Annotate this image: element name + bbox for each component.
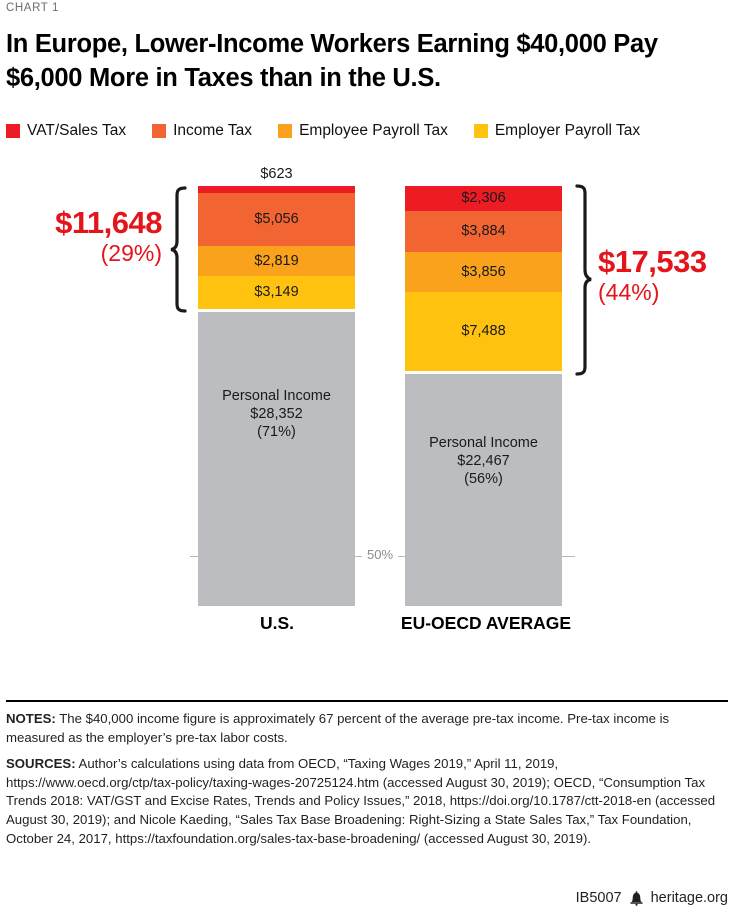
us-segment-employee-payroll: $2,819 [198, 246, 355, 276]
segment-value-label: $2,306 [461, 190, 506, 207]
chart-kicker: CHART 1 [6, 2, 59, 14]
page-title: In Europe, Lower-Income Workers Earning … [6, 30, 658, 92]
site-url: heritage.org [650, 890, 728, 906]
eu-tax-bracket [574, 184, 594, 376]
sources-block: SOURCES: Author’s calculations using dat… [6, 755, 728, 849]
us-total-tax-callout: $11,648 (29%) [10, 207, 162, 265]
us-segment-employer-payroll: $3,149 [198, 276, 355, 309]
us-segment-personal-income: Personal Income $28,352 (71%) [198, 312, 355, 606]
personal-income-amount: $28,352 [250, 406, 303, 423]
gridline-label-50: 50% [362, 547, 399, 562]
eu-segment-personal-income: Personal Income $22,467 (56%) [405, 374, 562, 606]
eu-total-tax-amount: $17,533 [598, 244, 707, 279]
personal-income-percent: (56%) [464, 471, 503, 488]
axis-label-eu: EU-OECD AVERAGE [400, 613, 572, 633]
square-swatch-icon [473, 124, 488, 138]
segment-value-label: $3,856 [461, 263, 506, 280]
legend-label: Income Tax [173, 122, 253, 139]
eu-segment-employee-payroll: $3,856 [405, 252, 562, 292]
chart-legend: VAT/Sales Tax Income Tax Employee Payrol… [6, 122, 728, 140]
segment-value-label: $3,149 [254, 284, 299, 301]
segment-value-label: $5,056 [254, 211, 299, 228]
eu-segment-income-tax: $3,884 [405, 211, 562, 252]
segment-value-label: $3,884 [461, 223, 506, 240]
bar-eu: $2,306 $3,884 $3,856 $7,488 Personal Inc… [405, 186, 562, 606]
us-vat-value-label: $623 [260, 166, 293, 182]
eu-segment-employer-payroll: $7,488 [405, 292, 562, 371]
personal-income-title: Personal Income [429, 435, 538, 451]
personal-income-title: Personal Income [222, 388, 331, 404]
us-tax-bracket [168, 186, 188, 313]
liberty-bell-icon [629, 890, 644, 906]
notes-block: NOTES: The $40,000 income figure is appr… [6, 710, 728, 747]
bar-us: $5,056 $2,819 $3,149 Personal Income $28… [198, 186, 355, 606]
personal-income-percent: (71%) [257, 424, 296, 441]
notes-text: The $40,000 income figure is approximate… [6, 711, 670, 745]
page-footer: IB5007 heritage.org [576, 890, 728, 906]
legend-label: VAT/Sales Tax [27, 122, 127, 139]
square-swatch-icon [278, 124, 293, 138]
legend-item-income-tax: Income Tax [152, 122, 252, 140]
legend-label: Employer Payroll Tax [494, 122, 641, 139]
eu-total-tax-percent: (44%) [598, 279, 660, 305]
legend-item-employer-payroll: Employer Payroll Tax [473, 122, 641, 140]
plot-area: 50% $623 $5,056 $2,819 $3,149 Personal I… [0, 160, 734, 680]
eu-segment-vat: $2,306 [405, 186, 562, 211]
document-id: IB5007 [575, 890, 622, 906]
us-segment-income-tax: $5,056 [198, 193, 355, 246]
legend-item-employee-payroll: Employee Payroll Tax [278, 122, 448, 140]
legend-label: Employee Payroll Tax [299, 122, 448, 139]
square-swatch-icon [6, 124, 20, 138]
square-swatch-icon [152, 124, 167, 138]
us-total-tax-percent: (29%) [100, 240, 162, 266]
sources-text: Author’s calculations using data from OE… [6, 756, 716, 846]
us-segment-vat [198, 186, 355, 193]
sources-label: SOURCES: [6, 756, 76, 771]
segment-value-label: $7,488 [461, 323, 506, 340]
eu-total-tax-callout: $17,533 (44%) [598, 246, 734, 304]
axis-label-us: U.S. [259, 613, 295, 633]
personal-income-amount: $22,467 [457, 453, 510, 470]
segment-value-label: $2,819 [254, 252, 299, 269]
legend-item-vat: VAT/Sales Tax [6, 122, 126, 140]
us-total-tax-amount: $11,648 [55, 205, 162, 240]
footer-divider [6, 700, 728, 702]
notes-label: NOTES: [6, 711, 56, 726]
